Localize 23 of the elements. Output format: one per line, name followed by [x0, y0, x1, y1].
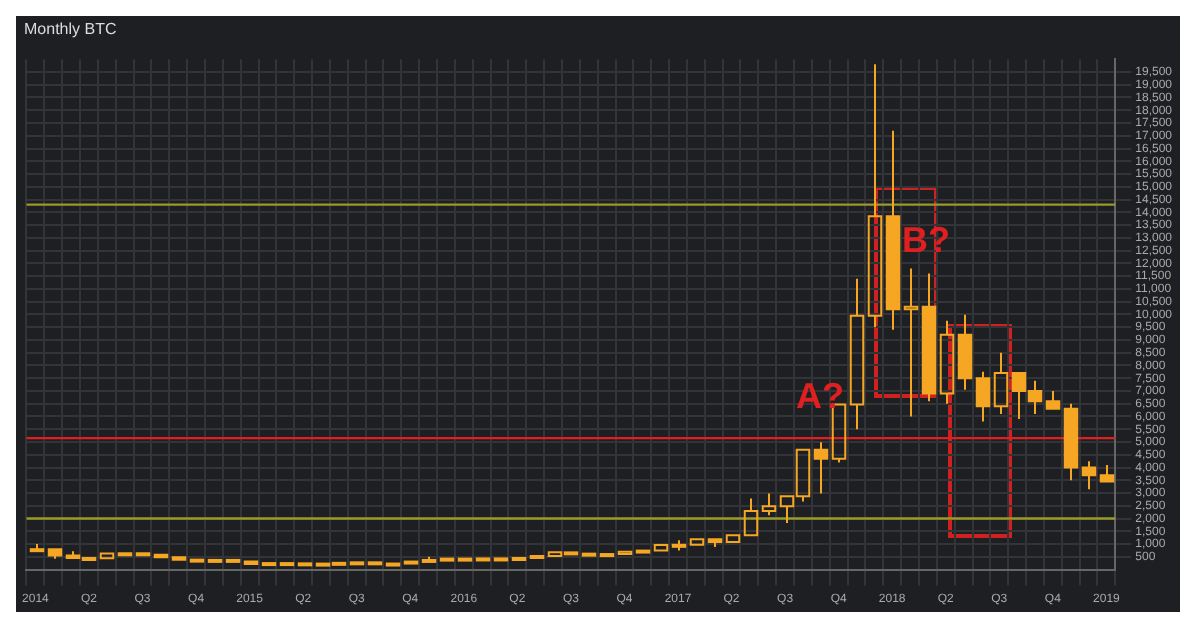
- candlestick: [1045, 389, 1061, 410]
- annotation: A?: [796, 376, 844, 418]
- candlestick: [939, 319, 955, 405]
- candlestick: [1099, 463, 1115, 483]
- candlestick: [921, 272, 937, 403]
- candlestick: [725, 534, 741, 544]
- candlestick: [903, 267, 919, 418]
- candlestick: [653, 543, 669, 552]
- candlestick: [743, 497, 759, 537]
- candlestick: [99, 552, 115, 560]
- chart-title: Monthly BTC: [22, 18, 119, 42]
- candlestick: [1081, 460, 1097, 491]
- candlestick: [813, 441, 829, 495]
- candlestick: [617, 550, 633, 556]
- candlestick: [849, 277, 865, 431]
- candlestick: [153, 553, 169, 559]
- candlestick: [957, 313, 973, 391]
- candlestick: [885, 129, 901, 331]
- candlestick: [689, 538, 705, 546]
- candlestick: [975, 370, 991, 423]
- candlestick: [993, 351, 1009, 415]
- annotation: B?: [902, 220, 950, 262]
- candlestick: [867, 63, 883, 329]
